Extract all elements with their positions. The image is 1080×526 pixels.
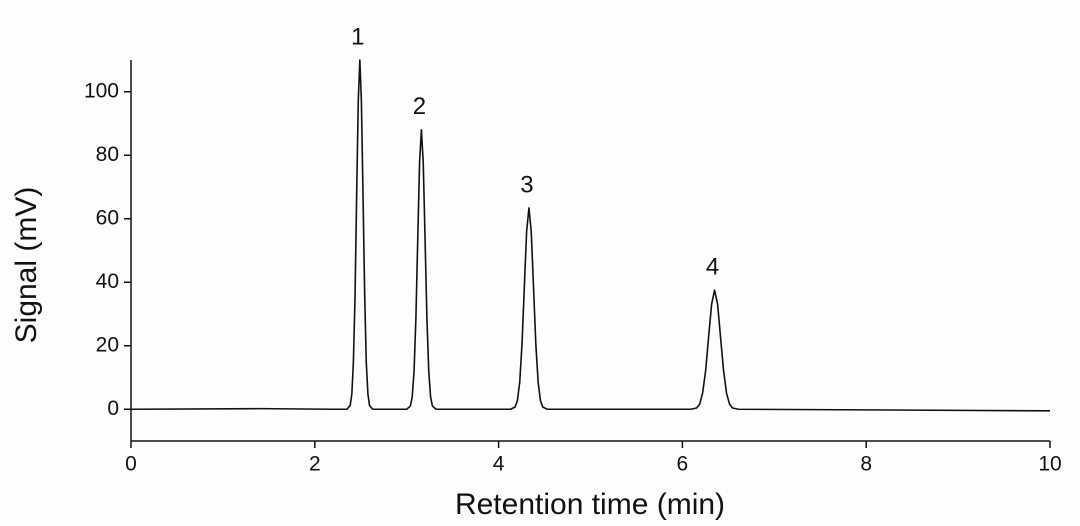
x-axis-title: Retention time (min) <box>455 488 725 521</box>
y-tick-label: 40 <box>96 270 119 293</box>
signal-line <box>130 59 1051 412</box>
y-tick-label: 20 <box>96 333 119 356</box>
x-tick-label: 8 <box>860 453 872 476</box>
peak-label: 2 <box>413 93 426 120</box>
x-tick-label: 4 <box>493 453 505 476</box>
peak-label: 4 <box>706 254 719 281</box>
x-tick-label: 6 <box>677 453 689 476</box>
y-tick-label: 100 <box>84 79 119 102</box>
x-tick-label: 10 <box>1038 453 1061 476</box>
peak-label: 3 <box>520 171 533 198</box>
x-tick-label: 2 <box>309 453 321 476</box>
y-tick-label: 60 <box>96 206 119 229</box>
y-axis-title: Signal (mV) <box>10 187 43 344</box>
y-tick-label: 0 <box>107 397 119 420</box>
peak-label: 1 <box>351 23 364 50</box>
y-tick-label: 80 <box>96 143 119 166</box>
x-tick-label: 0 <box>125 453 137 476</box>
